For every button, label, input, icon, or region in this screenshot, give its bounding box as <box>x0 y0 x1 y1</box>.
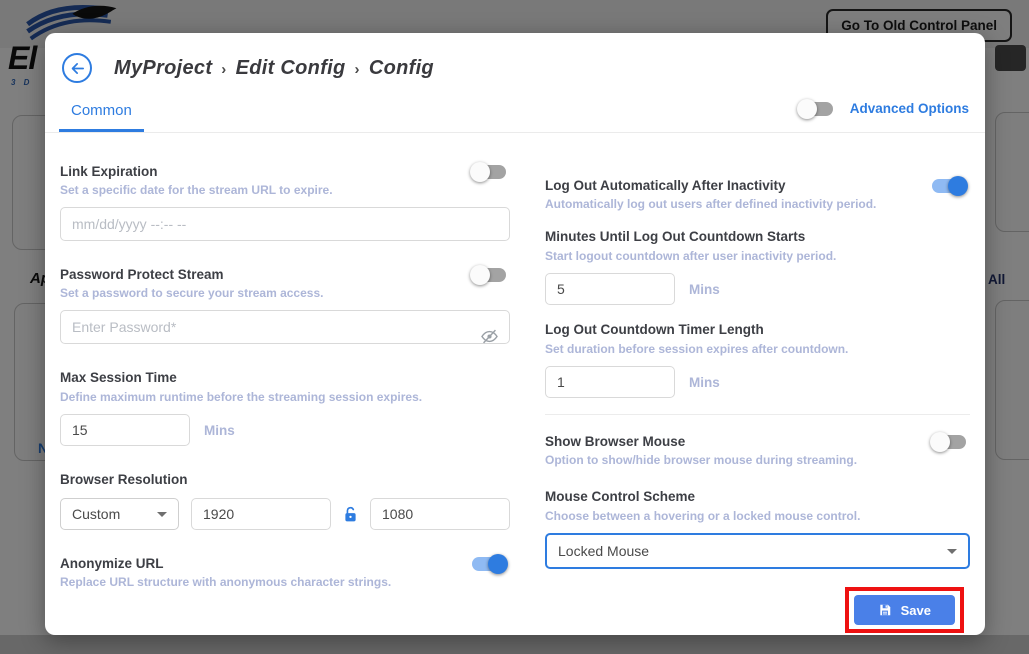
right-column: Log Out Automatically After Inactivity A… <box>545 163 970 633</box>
link-expiration-date-input[interactable] <box>60 207 510 241</box>
toggle-knob <box>948 175 968 196</box>
save-button[interactable]: Save <box>853 595 955 625</box>
modal-header: MyProject › Edit Config › Config <box>45 33 985 93</box>
link-expiration-toggle[interactable] <box>470 161 506 182</box>
resolution-width-input[interactable] <box>191 498 331 530</box>
save-highlight-annotation: Save <box>844 587 964 633</box>
breadcrumb: MyProject › Edit Config › Config <box>114 57 434 80</box>
section-divider <box>545 414 970 415</box>
save-icon <box>878 603 892 617</box>
edit-config-modal: MyProject › Edit Config › Config Common … <box>45 33 985 635</box>
anonymize-url-description: Replace URL structure with anonymous cha… <box>60 575 392 589</box>
auto-logout-description: Automatically log out users after define… <box>545 197 877 211</box>
resolution-preset-select[interactable]: Custom <box>60 498 179 530</box>
show-browser-mouse-label: Show Browser Mouse <box>545 434 686 449</box>
countdown-start-description: Start logout countdown after user inacti… <box>545 249 837 263</box>
show-browser-mouse-description: Option to show/hide browser mouse during… <box>545 453 858 467</box>
breadcrumb-separator: › <box>354 60 360 78</box>
link-expiration-field: Link Expiration Set a specific date for … <box>60 161 510 241</box>
browser-resolution-label: Browser Resolution <box>60 472 188 487</box>
advanced-options-toggle[interactable] <box>796 98 833 119</box>
toggle-knob <box>470 264 490 285</box>
password-protect-toggle[interactable] <box>470 264 506 285</box>
mouse-control-scheme-value: Locked Mouse <box>558 543 650 559</box>
password-protect-description: Set a password to secure your stream acc… <box>60 286 324 300</box>
save-button-label: Save <box>900 602 931 618</box>
max-session-time-field: Max Session Time Define maximum runtime … <box>60 369 510 446</box>
save-row: Save <box>545 587 970 633</box>
max-session-time-unit: Mins <box>204 422 235 438</box>
tab-bar: Common Advanced Options <box>45 93 985 133</box>
link-expiration-label: Link Expiration <box>60 164 158 179</box>
anonymize-url-field: Anonymize URL Replace URL structure with… <box>60 553 510 590</box>
anonymize-url-label: Anonymize URL <box>60 556 164 571</box>
anonymize-url-toggle[interactable] <box>472 553 508 574</box>
left-column: Link Expiration Set a specific date for … <box>60 161 510 633</box>
mouse-control-scheme-select[interactable]: Locked Mouse <box>545 533 970 569</box>
toggle-knob <box>488 553 508 574</box>
countdown-start-unit: Mins <box>689 281 720 297</box>
advanced-options-label: Advanced Options <box>849 101 969 116</box>
max-session-time-input[interactable] <box>60 414 190 446</box>
max-session-time-description: Define maximum runtime before the stream… <box>60 390 423 404</box>
browser-resolution-field: Browser Resolution Custom <box>60 471 510 530</box>
resolution-preset-value: Custom <box>72 506 121 522</box>
back-button[interactable] <box>62 53 92 83</box>
max-session-time-label: Max Session Time <box>60 370 177 385</box>
breadcrumb-config: Config <box>368 56 434 79</box>
mouse-control-scheme-description: Choose between a hovering or a locked mo… <box>545 509 861 523</box>
password-protect-field: Password Protect Stream Set a password t… <box>60 264 510 346</box>
countdown-length-label: Log Out Countdown Timer Length <box>545 322 764 337</box>
arrow-left-icon <box>69 60 86 77</box>
countdown-length-input[interactable] <box>545 366 675 398</box>
unlock-icon[interactable] <box>343 506 358 523</box>
countdown-start-label: Minutes Until Log Out Countdown Starts <box>545 229 806 244</box>
auto-logout-label: Log Out Automatically After Inactivity <box>545 178 786 193</box>
show-browser-mouse-toggle[interactable] <box>930 431 966 452</box>
mouse-control-scheme-field: Mouse Control Scheme Choose between a ho… <box>545 488 970 569</box>
chevron-down-icon <box>947 548 957 554</box>
password-input[interactable] <box>60 310 510 344</box>
countdown-start-field: Minutes Until Log Out Countdown Starts S… <box>545 228 970 305</box>
tab-common[interactable]: Common <box>59 93 144 132</box>
countdown-length-unit: Mins <box>689 374 720 390</box>
eye-off-icon[interactable] <box>480 327 499 346</box>
toggle-knob <box>796 98 817 119</box>
countdown-length-description: Set duration before session expires afte… <box>545 342 849 356</box>
password-protect-label: Password Protect Stream <box>60 267 224 282</box>
modal-content: Link Expiration Set a specific date for … <box>45 133 985 633</box>
breadcrumb-edit-config[interactable]: Edit Config <box>235 56 346 79</box>
toggle-knob <box>930 431 950 452</box>
breadcrumb-project[interactable]: MyProject <box>114 56 213 79</box>
breadcrumb-separator: › <box>221 60 227 78</box>
toggle-knob <box>470 161 490 182</box>
advanced-options-control: Advanced Options <box>796 98 969 119</box>
chevron-down-icon <box>157 511 167 517</box>
countdown-start-input[interactable] <box>545 273 675 305</box>
auto-logout-field: Log Out Automatically After Inactivity A… <box>545 175 970 212</box>
countdown-length-field: Log Out Countdown Timer Length Set durat… <box>545 321 970 398</box>
link-expiration-description: Set a specific date for the stream URL t… <box>60 183 333 197</box>
auto-logout-toggle[interactable] <box>932 175 968 196</box>
show-browser-mouse-field: Show Browser Mouse Option to show/hide b… <box>545 431 970 468</box>
mouse-control-scheme-label: Mouse Control Scheme <box>545 489 696 504</box>
resolution-height-input[interactable] <box>370 498 510 530</box>
